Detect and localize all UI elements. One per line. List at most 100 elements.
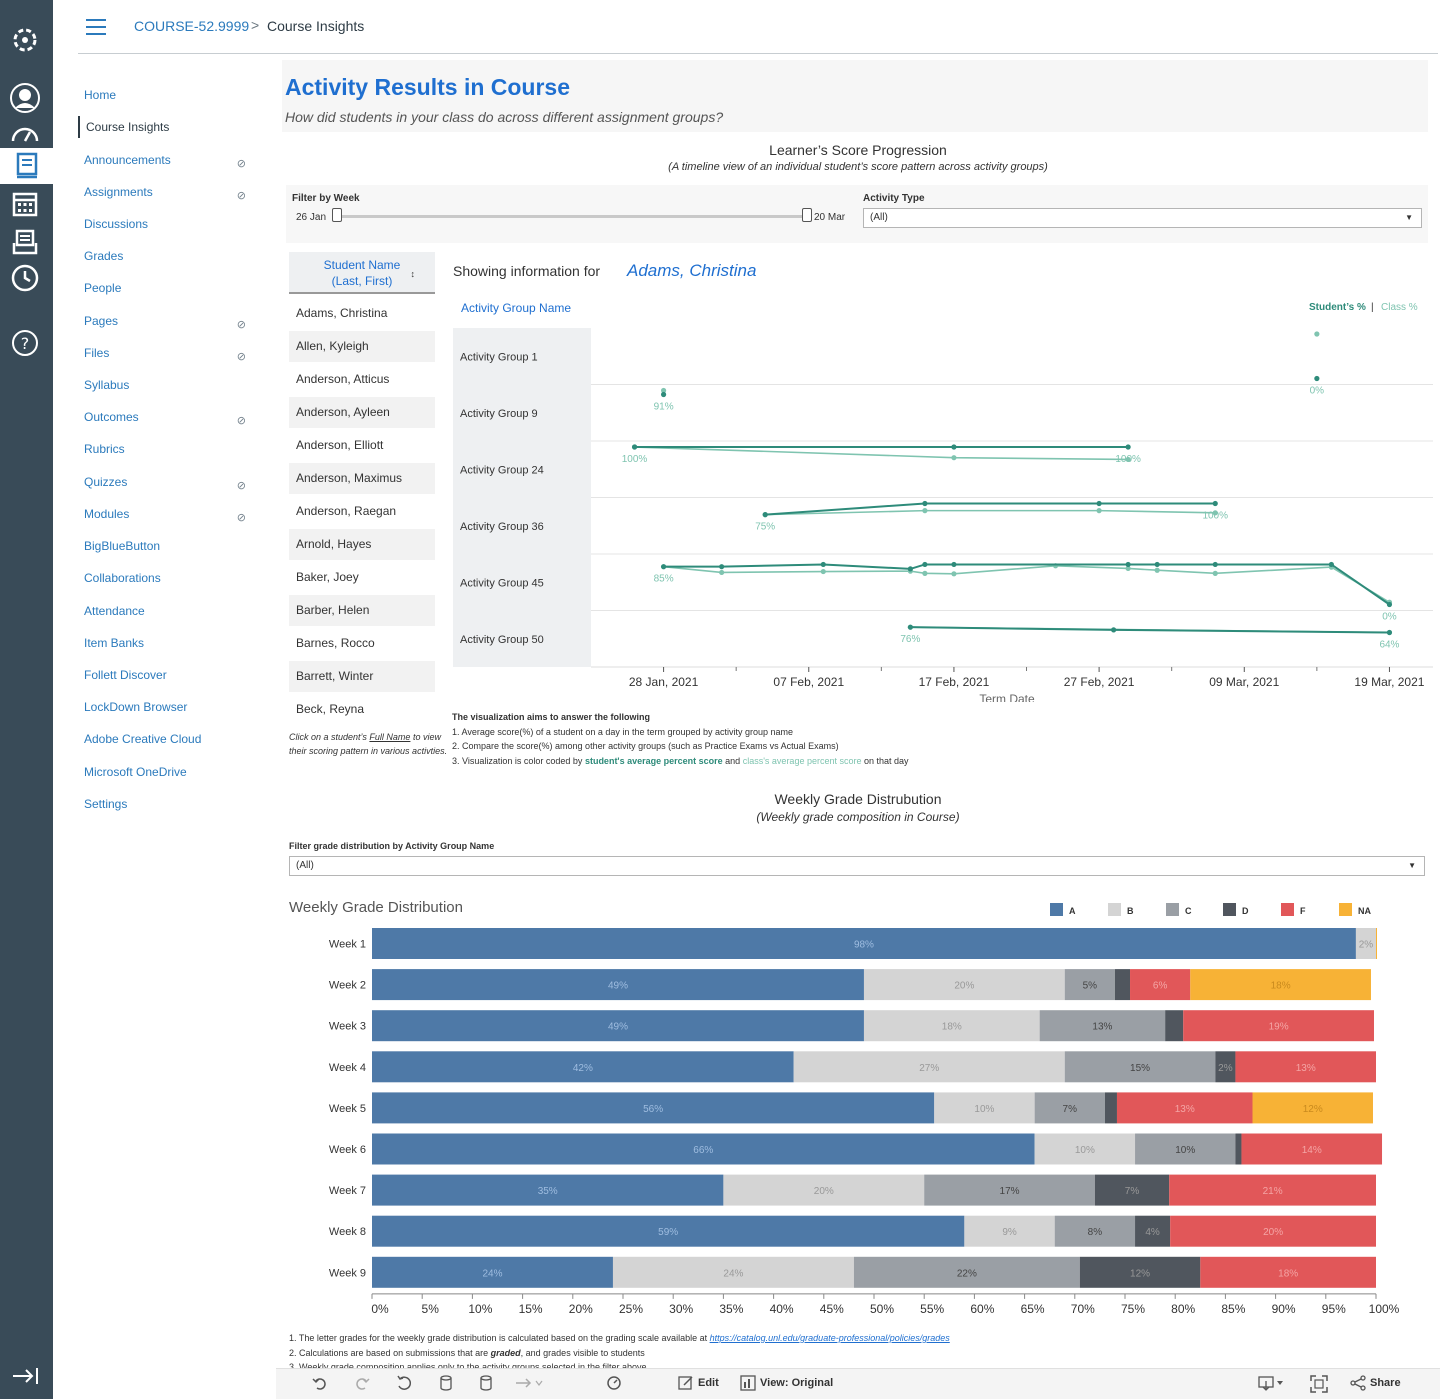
class-score-point[interactable] [1154,567,1160,573]
student-score-point[interactable] [1111,627,1117,633]
bar-segment-C[interactable] [1034,1092,1105,1124]
course-nav-item[interactable]: Quizzes ⊘ [78,471,258,493]
student-score-point[interactable] [1314,375,1320,382]
class-score-point[interactable] [1314,331,1320,337]
grading-scale-link[interactable]: https://catalog.unl.edu/graduate-profess… [709,1333,950,1343]
bar-segment-D[interactable] [1135,1215,1171,1247]
class-score-point[interactable] [922,570,928,576]
bar-segment-F[interactable] [1116,1092,1253,1124]
account-icon[interactable] [9,82,41,114]
student-score-point[interactable] [660,564,667,570]
student-score-point[interactable] [1212,500,1218,507]
bar-segment-F[interactable] [1241,1133,1383,1165]
bar-segment-B[interactable] [612,1256,854,1288]
class-score-point[interactable] [660,387,667,394]
bar-segment-B[interactable] [793,1051,1065,1083]
bar-segment-NA[interactable] [1190,969,1371,1001]
course-nav-item[interactable]: BigBlueButton [78,535,258,557]
courses-icon[interactable] [0,148,53,184]
course-nav-item[interactable]: Home [78,84,258,106]
bar-segment-D[interactable] [1104,1092,1117,1124]
class-score-point[interactable] [951,455,957,461]
student-name-header[interactable]: Student Name (Last, First) ↕ [289,252,435,294]
bar-segment-A[interactable] [372,928,1356,959]
student-score-point[interactable] [1328,561,1334,568]
bar-segment-B[interactable] [1034,1133,1136,1165]
course-nav-item[interactable]: Microsoft OneDrive [78,761,258,783]
canvas-logo-icon[interactable] [9,24,41,56]
student-score-point[interactable] [631,444,638,450]
course-nav-item[interactable]: Attendance [78,600,258,622]
week-slider[interactable] [341,215,811,218]
bar-segment-B[interactable] [863,1010,1040,1042]
bar-segment-A[interactable] [372,1092,935,1124]
pause-updates-icon[interactable] [478,1375,494,1391]
bar-segment-F[interactable] [1200,1256,1376,1288]
redo-icon[interactable] [354,1375,370,1391]
class-score-point[interactable] [820,568,826,575]
course-nav-item[interactable]: Assignments ⊘ [78,181,258,203]
student-score-point[interactable] [1386,629,1393,636]
score-progression-chart[interactable]: Showing information for Adams, Christina A… [453,252,1433,702]
class-score-point[interactable] [922,508,928,514]
bar-segment-A[interactable] [372,1256,613,1288]
bar-segment-C[interactable] [1064,1051,1216,1083]
bar-segment-C[interactable] [1039,1010,1166,1042]
bar-segment-D[interactable] [1165,1010,1184,1042]
course-nav-item[interactable]: LockDown Browser [78,696,258,718]
bar-segment-B[interactable] [964,1215,1055,1247]
inbox-icon[interactable] [9,226,41,258]
student-score-point[interactable] [1386,601,1393,608]
class-score-point[interactable] [719,569,725,576]
student-row[interactable]: Anderson, Elliott [296,438,384,452]
student-row[interactable]: Barrett, Winter [289,661,435,692]
course-nav-item[interactable]: Adobe Creative Cloud [78,728,258,750]
bar-segment-D[interactable] [1079,1256,1201,1288]
class-score-point[interactable] [1212,510,1218,516]
student-row[interactable]: Beck, Reyna [296,702,365,716]
bar-segment-A[interactable] [372,1051,794,1083]
bar-segment-NA[interactable] [1376,928,1378,959]
distribution-filter-select[interactable]: (All) ▼ [289,856,1425,876]
bar-segment-C[interactable] [853,1256,1080,1288]
replay-animation-icon[interactable] [514,1375,544,1391]
help-icon[interactable]: ? [9,327,41,359]
week-slider-start-handle[interactable] [332,208,342,222]
bar-segment-F[interactable] [1169,1174,1376,1206]
course-nav-item[interactable]: Modules ⊘ [78,503,258,525]
course-nav-item[interactable]: Files ⊘ [78,342,258,364]
bar-segment-A[interactable] [372,1010,864,1042]
course-nav-item[interactable]: Pages ⊘ [78,310,258,332]
course-nav-item[interactable]: Rubrics [78,438,258,460]
class-score-point[interactable] [1125,565,1131,572]
bar-segment-A[interactable] [372,1133,1035,1165]
course-nav-item[interactable]: Discussions [78,213,258,235]
bar-segment-F[interactable] [1235,1051,1376,1083]
student-row[interactable]: Barber, Helen [289,595,435,626]
student-row[interactable]: Anderson, Atticus [296,372,390,386]
menu-toggle-icon[interactable] [86,19,106,35]
course-nav-item[interactable]: Follett Discover [78,664,258,686]
bar-segment-A[interactable] [372,1215,965,1247]
student-row[interactable]: Anderson, Raegan [296,504,397,518]
student-score-point[interactable] [1096,500,1102,507]
revert-icon[interactable] [396,1375,412,1391]
student-row[interactable]: Allen, Kyleigh [289,331,435,362]
bar-segment-NA[interactable] [1252,1092,1373,1124]
activity-type-select[interactable]: (All) ▼ [863,208,1422,228]
breadcrumb-course[interactable]: COURSE-52.9999 [134,18,250,34]
week-slider-end-handle[interactable] [802,208,812,222]
history-icon[interactable] [9,262,41,294]
course-nav-item[interactable]: Syllabus [78,374,258,396]
student-score-point[interactable] [951,561,957,568]
bar-segment-C[interactable] [1054,1215,1136,1247]
bar-segment-C[interactable] [924,1174,1095,1206]
student-score-point[interactable] [1212,561,1218,568]
student-score-point[interactable] [1125,444,1131,450]
bar-segment-B[interactable] [934,1092,1035,1124]
class-score-point[interactable] [1125,456,1131,463]
download-icon[interactable] [1258,1375,1284,1391]
grade-distribution-chart[interactable]: Weekly Grade Distribution A B C D F NA Week 1 98… [276,889,1440,1319]
course-nav-item[interactable]: People [78,277,258,299]
student-score-point[interactable] [1154,561,1160,568]
